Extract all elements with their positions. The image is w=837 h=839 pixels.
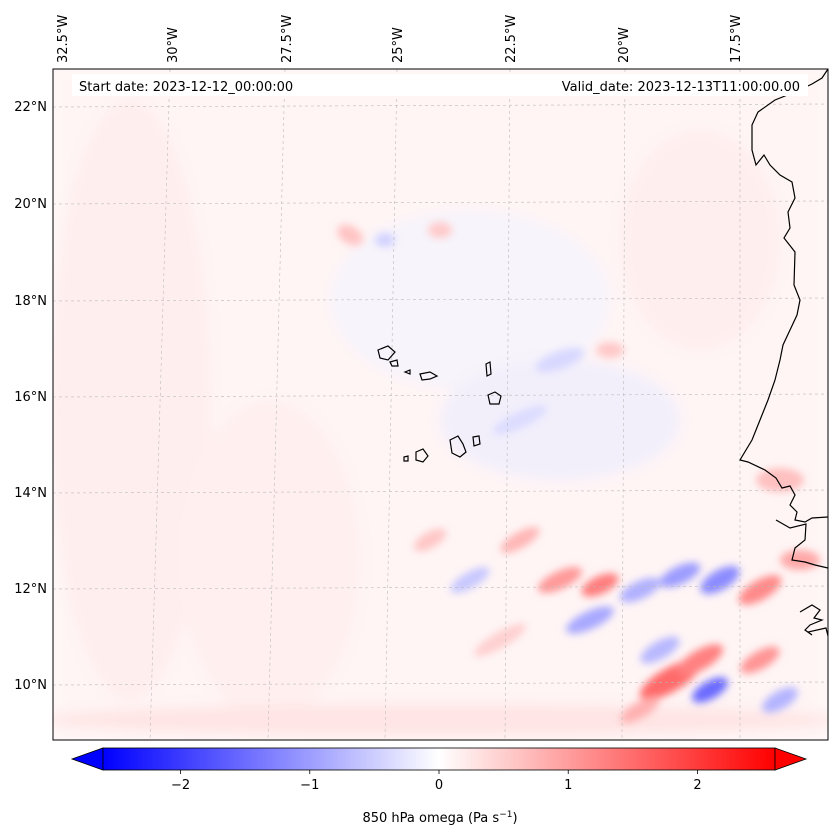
omega-field xyxy=(53,69,828,740)
lat-label: 16°N xyxy=(14,390,47,405)
lon-label: 30°W xyxy=(166,27,181,63)
lon-label: 32.5°W xyxy=(56,15,71,63)
colorbar-extend-max xyxy=(774,747,808,771)
gridlines xyxy=(53,69,828,740)
lon-label: 25°W xyxy=(391,27,406,63)
lat-label: 20°N xyxy=(14,197,47,212)
map-frame xyxy=(52,68,829,741)
map-panel: Start date: 2023-12-12_00:00:00 Valid_da… xyxy=(52,68,829,741)
lon-label: 22.5°W xyxy=(504,15,519,63)
lat-label: 18°N xyxy=(14,294,47,309)
lon-label: 20°W xyxy=(617,27,632,63)
colorbar-extend-min xyxy=(70,747,104,771)
valid-date-label: Valid_date: 2023-12-13T11:00:00.00 xyxy=(562,80,800,95)
colorbar-units-exponent: −1 xyxy=(499,810,512,820)
colorbar-tick-label: 2 xyxy=(693,778,701,793)
lat-label: 12°N xyxy=(14,582,47,597)
colorbar-label: 850 hPa omega (Pa s−1) xyxy=(362,810,517,826)
start-date-label: Start date: 2023-12-12_00:00:00 xyxy=(79,80,293,95)
lon-label: 17.5°W xyxy=(729,15,744,63)
lon-label: 27.5°W xyxy=(280,15,295,63)
coastline xyxy=(377,69,828,637)
lat-label: 14°N xyxy=(14,486,47,501)
colorbar-tick-label: 0 xyxy=(435,778,443,793)
colorbar-bar xyxy=(102,747,776,771)
colorbar-tick-label: −2 xyxy=(171,778,190,793)
colorbar: −2 −1 0 1 2 850 hPa omega (Pa s−1) xyxy=(70,747,808,826)
colorbar-ticks: −2 −1 0 1 2 xyxy=(171,770,702,793)
lat-label: 22°N xyxy=(14,100,47,115)
lon-axis-labels: 32.5°W 30°W 27.5°W 25°W 22.5°W 20°W 17.5… xyxy=(56,15,744,63)
lat-axis-labels: 22°N 20°N 18°N 16°N 14°N 12°N 10°N xyxy=(14,100,47,693)
colorbar-tick-label: −1 xyxy=(300,778,319,793)
date-label-box xyxy=(72,74,808,96)
colorbar-tick-label: 1 xyxy=(564,778,572,793)
colorbar-variable: 850 hPa omega xyxy=(362,811,463,826)
colorbar-units: Pa s xyxy=(473,811,499,826)
lat-label: 10°N xyxy=(14,678,47,693)
